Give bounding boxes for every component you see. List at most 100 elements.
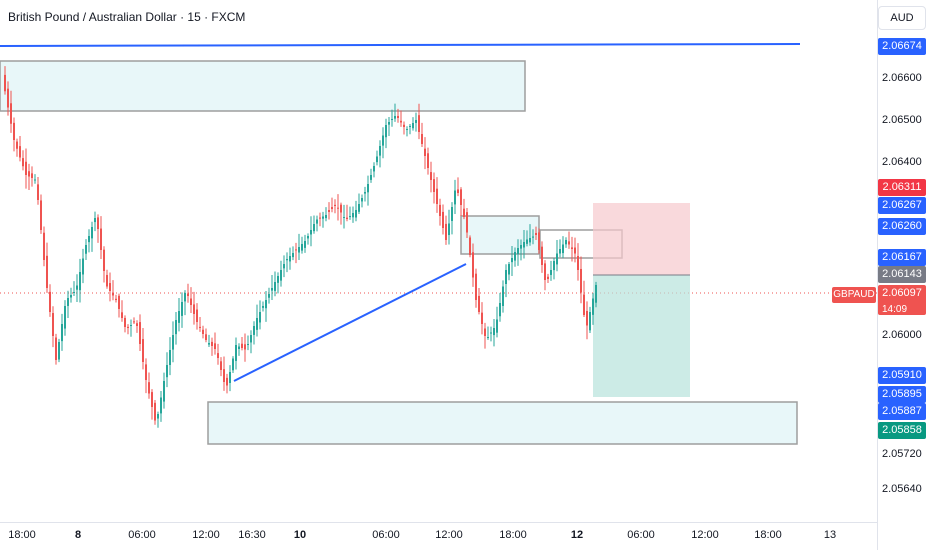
candle-body [445,223,447,240]
time-label: 12:00 [192,529,220,541]
candle-body [475,273,477,300]
price-tag: 2.06267 [878,197,926,214]
candle-body [502,286,504,306]
candle-body [226,377,228,386]
candle-body [508,264,510,275]
candle-body [145,364,147,380]
candle-body [286,259,288,261]
candle-body [232,358,234,371]
candle-body [409,126,411,127]
candle-body [328,210,330,212]
candle-body [112,292,114,296]
candle-body [541,246,543,265]
candle-body [568,241,570,245]
currency-button[interactable]: AUD [878,6,926,30]
candle-body [64,306,66,329]
candle-body [124,317,126,327]
candle-body [139,322,141,344]
candle-body [538,232,540,250]
candle-body [319,217,321,219]
candle-body [535,232,537,235]
candle-body [187,293,189,296]
candle-body [73,292,75,293]
candle-body [349,216,351,218]
candle-body [13,122,15,140]
candle-body [37,184,39,200]
candle-body [322,216,324,219]
candle-body [280,270,282,281]
candle-body [10,103,12,124]
candle-body [379,146,381,156]
candle-body [40,200,42,230]
candle-body [388,122,390,125]
candle-body [454,190,456,205]
candle-body [547,276,549,279]
candle-body [463,208,465,217]
candle-body [406,129,408,130]
candle-body [109,283,111,291]
candle-body [238,346,240,350]
candle-body [343,217,345,218]
candle-body [499,303,501,317]
candle-body [469,237,471,255]
candle-body [403,124,405,127]
time-label: 18:00 [754,529,782,541]
candle-body [439,204,441,216]
time-label: 10 [293,529,307,541]
candle-body [208,343,210,345]
candle-body [244,344,246,350]
candle-body [199,326,201,328]
candle-body [214,343,216,349]
candle-body [196,309,198,322]
candle-body [175,320,177,335]
price-tag: 2.06674 [878,38,926,55]
candle-body [25,161,27,175]
price-tag: 2.06167 [878,249,926,266]
candle-body [514,252,516,261]
mid-zone [460,215,540,255]
candle-body [22,158,24,167]
candle-body [61,324,63,342]
candle-body [46,255,48,288]
candle-body [115,298,117,300]
candle-body [217,353,219,358]
candle-body [310,230,312,235]
candle-body [337,207,339,209]
candle-body [382,135,384,146]
candle-body [271,288,273,291]
candle-body [172,335,174,350]
candle-body [397,115,399,118]
candle-body [67,298,69,306]
candle-body [529,238,531,243]
candle-body [106,274,108,287]
candle-body [262,306,264,308]
time-label: 12 [570,529,584,541]
candle-body [334,204,336,206]
candle-body [205,334,207,340]
demand-zone [207,401,798,445]
candle-body [295,249,297,251]
candle-body [268,294,270,298]
candle-body [358,204,360,212]
candle-body [265,300,267,309]
price-chart[interactable] [0,0,877,522]
candle-body [274,282,276,291]
candle-body [355,210,357,218]
candle-body [202,329,204,334]
candle-body [346,217,348,219]
candle-body [553,261,555,271]
candle-body [133,321,135,323]
candle-body [520,245,522,249]
price-tick-label: 2.06000 [882,329,922,341]
candle-body [361,198,363,202]
candle-body [370,175,372,180]
time-label: 16:30 [238,529,266,541]
candle-body [277,276,279,283]
candle-body [418,115,420,132]
candle-body [55,337,57,360]
price-tick-label: 2.06600 [882,72,922,84]
price-tag: 2.06143 [878,266,926,283]
candle-body [49,291,51,312]
candle-body [103,249,105,271]
candle-body [19,146,21,158]
